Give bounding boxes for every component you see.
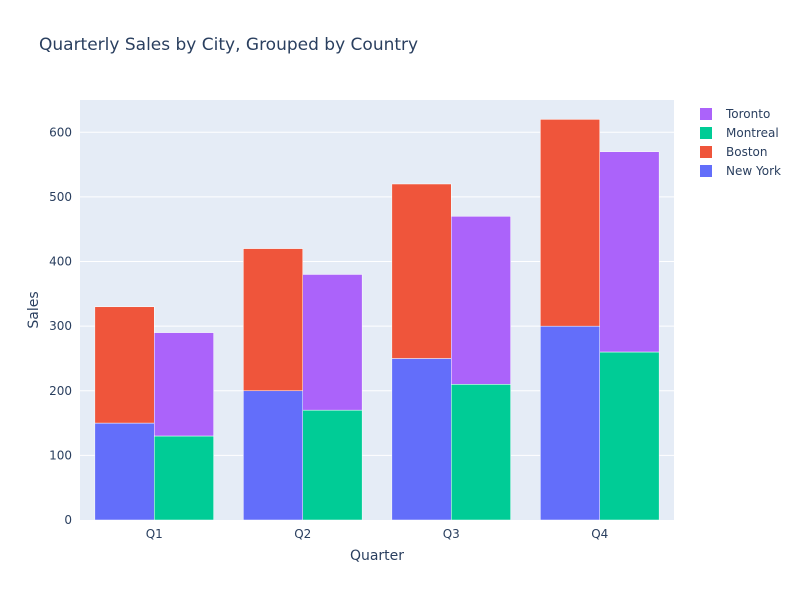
bar-montreal-q2[interactable] — [302, 409, 363, 521]
legend-item-toronto[interactable]: Toronto — [700, 107, 770, 121]
y-axis-ticks: 0 100 200 300 400 500 600 — [49, 125, 72, 527]
bar-toronto-q3[interactable] — [451, 216, 511, 385]
bar-boston-q1[interactable] — [94, 306, 155, 424]
legend-swatch — [700, 146, 712, 158]
bar-toronto-q2[interactable] — [302, 274, 363, 411]
x-axis-ticks: Q1 Q2 Q3 Q4 — [146, 527, 609, 541]
y-tick-label: 400 — [49, 255, 72, 269]
bar-new-york-q1[interactable] — [94, 422, 155, 521]
x-tick-label: Q2 — [294, 527, 311, 541]
y-tick-label: 300 — [49, 319, 72, 333]
legend-swatch — [700, 127, 712, 139]
legend-swatch — [700, 108, 712, 120]
legend-item-boston[interactable]: Boston — [700, 145, 767, 159]
bar-montreal-q4[interactable] — [599, 351, 660, 521]
x-axis-title: Quarter — [350, 548, 404, 564]
bar-montreal-q1[interactable] — [154, 435, 214, 521]
bar-boston-q3[interactable] — [391, 183, 452, 359]
x-tick-label: Q3 — [443, 527, 460, 541]
y-axis-title: Sales — [26, 291, 42, 328]
x-tick-label: Q1 — [146, 527, 163, 541]
bar-toronto-q1[interactable] — [154, 332, 214, 437]
legend-item-new-york[interactable]: New York — [700, 164, 781, 178]
legend-label: New York — [726, 164, 781, 178]
y-tick-label: 200 — [49, 384, 72, 398]
bars — [94, 119, 660, 521]
bar-toronto-q4[interactable] — [599, 151, 660, 353]
bar-new-york-q2[interactable] — [243, 390, 304, 521]
bar-boston-q4[interactable] — [540, 119, 600, 327]
legend-label: Montreal — [726, 126, 779, 140]
y-tick-label: 600 — [49, 125, 72, 139]
legend-label: Toronto — [725, 107, 770, 121]
chart-title: Quarterly Sales by City, Grouped by Coun… — [39, 35, 418, 55]
legend-swatch — [700, 165, 712, 177]
x-tick-label: Q4 — [591, 527, 608, 541]
bar-boston-q2[interactable] — [243, 248, 304, 392]
bar-montreal-q3[interactable] — [451, 384, 511, 521]
y-tick-label: 0 — [64, 513, 72, 527]
y-tick-label: 100 — [49, 448, 72, 462]
legend: Toronto Montreal Boston New York — [700, 107, 781, 178]
bar-new-york-q4[interactable] — [540, 325, 600, 521]
y-tick-label: 500 — [49, 190, 72, 204]
bar-new-york-q3[interactable] — [391, 358, 452, 521]
legend-label: Boston — [726, 145, 767, 159]
legend-item-montreal[interactable]: Montreal — [700, 126, 779, 140]
